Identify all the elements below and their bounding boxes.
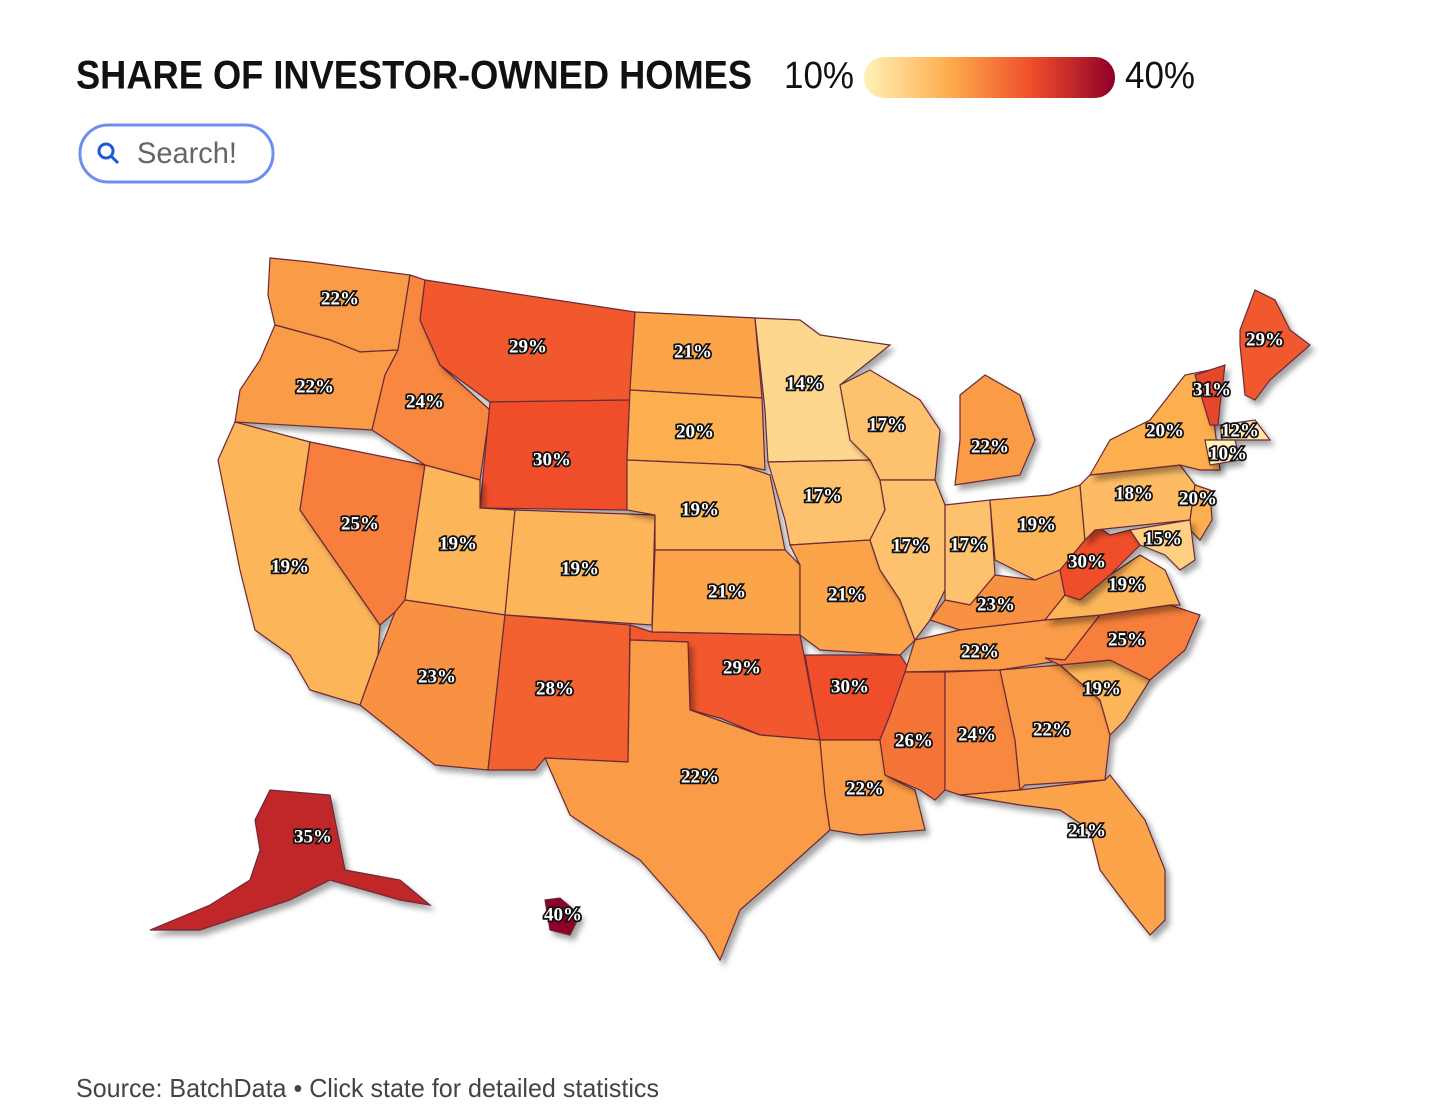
search-box[interactable]: Search! bbox=[78, 123, 275, 184]
state[interactable] bbox=[626, 389, 766, 471]
state[interactable] bbox=[149, 789, 433, 931]
state[interactable] bbox=[1128, 519, 1196, 571]
state-value-label: 21% bbox=[1068, 820, 1106, 841]
state-value-label: 22% bbox=[846, 778, 884, 799]
legend-colorbar bbox=[864, 57, 1115, 98]
state-value-label: 22% bbox=[321, 288, 359, 309]
state-value-label: 21% bbox=[674, 341, 712, 362]
state-value-label: 19% bbox=[271, 556, 309, 577]
state[interactable] bbox=[1044, 604, 1201, 681]
state-value-label: 29% bbox=[1246, 329, 1284, 350]
state-value-label: 40% bbox=[544, 904, 582, 925]
search-field[interactable] bbox=[78, 123, 275, 184]
state-value-label: 15% bbox=[1144, 528, 1182, 549]
state[interactable] bbox=[544, 897, 581, 936]
state[interactable] bbox=[544, 639, 831, 962]
footer-source: Source: BatchData • Click state for deta… bbox=[76, 1073, 659, 1103]
search-icon bbox=[97, 142, 115, 160]
state-value-label: 24% bbox=[406, 391, 444, 412]
state-value-label: 22% bbox=[681, 766, 719, 787]
state-value-label: 24% bbox=[958, 724, 996, 745]
state[interactable] bbox=[1219, 419, 1272, 441]
state[interactable] bbox=[1204, 439, 1241, 466]
state-value-label: 19% bbox=[1018, 514, 1056, 535]
state-value-label: 17% bbox=[804, 485, 842, 506]
state-value-label: 29% bbox=[509, 336, 547, 357]
state-value-label: 30% bbox=[1068, 551, 1106, 572]
state-value-label: 31% bbox=[1193, 379, 1231, 400]
state[interactable] bbox=[1239, 289, 1311, 401]
states bbox=[149, 257, 1311, 962]
state-value-label: 28% bbox=[536, 678, 574, 699]
state-value-label: 12% bbox=[1221, 420, 1259, 441]
legend-min-label: 10% bbox=[784, 55, 854, 97]
state-value-label: 20% bbox=[676, 421, 714, 442]
state-value-label: 22% bbox=[961, 641, 999, 662]
state-value-label: 19% bbox=[1083, 678, 1121, 699]
state-value-label: 29% bbox=[723, 657, 761, 678]
state-value-label: 19% bbox=[561, 558, 599, 579]
state-value-label: 19% bbox=[1108, 574, 1146, 595]
state-value-label: 14% bbox=[786, 373, 824, 394]
state-value-label: 17% bbox=[892, 535, 930, 556]
state-value-label: 23% bbox=[977, 594, 1015, 615]
state-value-label: 17% bbox=[950, 534, 988, 555]
search-icon-handle bbox=[109, 154, 120, 165]
state-value-label: 19% bbox=[681, 499, 719, 520]
state-value-label: 25% bbox=[1108, 629, 1146, 650]
state-value-label: 18% bbox=[1115, 483, 1153, 504]
state-value-label: 23% bbox=[418, 666, 456, 687]
title: SHARE OF INVESTOR-OWNED HOMES bbox=[76, 54, 752, 98]
state-value-label: 25% bbox=[341, 513, 379, 534]
state-value-label: 20% bbox=[1146, 420, 1184, 441]
state[interactable] bbox=[1194, 364, 1226, 426]
state-value-label: 21% bbox=[708, 581, 746, 602]
state-value-label: 22% bbox=[296, 376, 334, 397]
state[interactable] bbox=[954, 374, 1036, 486]
state-value-label: 17% bbox=[868, 414, 906, 435]
state[interactable] bbox=[959, 774, 1166, 936]
state-value-label: 30% bbox=[831, 676, 869, 697]
state-labels: 22%22%19%25%24%29%30%19%19%23%28%21%20%1… bbox=[269, 287, 1286, 928]
state-value-label: 19% bbox=[439, 533, 477, 554]
state-value-label: 30% bbox=[533, 449, 571, 470]
state-value-label: 20% bbox=[1179, 488, 1217, 509]
state-value-label: 22% bbox=[1033, 719, 1071, 740]
legend-max-label: 40% bbox=[1125, 55, 1195, 97]
state-value-label: 35% bbox=[294, 826, 332, 847]
state-value-label: 22% bbox=[971, 436, 1009, 457]
state-value-label: 21% bbox=[828, 584, 866, 605]
state[interactable] bbox=[879, 671, 946, 801]
state-value-label: 26% bbox=[895, 730, 933, 751]
state-value-label: 10% bbox=[1209, 443, 1247, 464]
search-placeholder: Search! bbox=[137, 137, 237, 170]
